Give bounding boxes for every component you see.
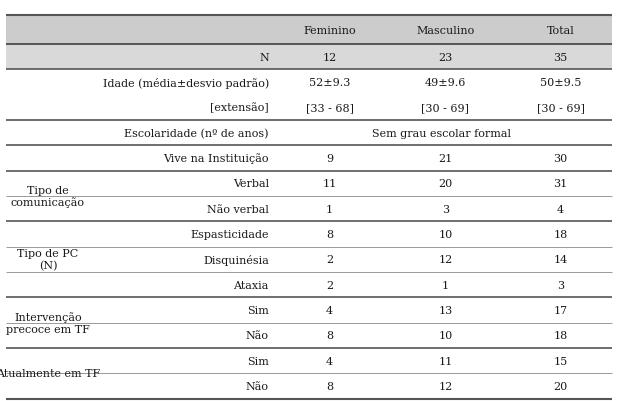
Text: 2: 2 bbox=[326, 255, 333, 265]
Text: 23: 23 bbox=[438, 53, 452, 63]
Text: Atualmente em TF: Atualmente em TF bbox=[0, 369, 100, 378]
Text: Masculino: Masculino bbox=[416, 26, 475, 35]
Text: Sim: Sim bbox=[247, 356, 269, 366]
Text: Total: Total bbox=[547, 26, 574, 35]
Text: Ataxia: Ataxia bbox=[234, 280, 269, 290]
Text: Idade (média±desvio padrão): Idade (média±desvio padrão) bbox=[103, 77, 269, 88]
Text: [30 - 69]: [30 - 69] bbox=[421, 103, 469, 113]
Text: N: N bbox=[259, 53, 269, 63]
Text: 12: 12 bbox=[438, 381, 452, 391]
Bar bbox=[6, 45, 612, 70]
Text: 8: 8 bbox=[326, 229, 333, 239]
Text: Tipo de
comunicação: Tipo de comunicação bbox=[11, 185, 85, 208]
Text: 9: 9 bbox=[326, 154, 333, 164]
Text: 20: 20 bbox=[438, 179, 452, 189]
Text: 35: 35 bbox=[553, 53, 568, 63]
Text: 49±9.6: 49±9.6 bbox=[425, 78, 466, 88]
Text: 4: 4 bbox=[326, 356, 333, 366]
Text: 21: 21 bbox=[438, 154, 452, 164]
Text: 31: 31 bbox=[553, 179, 568, 189]
Text: Escolaridade (nº de anos): Escolaridade (nº de anos) bbox=[124, 128, 269, 138]
Text: Sim: Sim bbox=[247, 305, 269, 315]
Text: Não: Não bbox=[246, 381, 269, 391]
Text: [30 - 69]: [30 - 69] bbox=[536, 103, 585, 113]
Text: 3: 3 bbox=[557, 280, 564, 290]
Text: 52±9.3: 52±9.3 bbox=[309, 78, 350, 88]
Text: 1: 1 bbox=[442, 280, 449, 290]
Text: Feminino: Feminino bbox=[303, 26, 356, 35]
Text: Não: Não bbox=[246, 330, 269, 340]
Bar bbox=[6, 16, 612, 45]
Text: 10: 10 bbox=[438, 229, 452, 239]
Text: Espasticidade: Espasticidade bbox=[190, 229, 269, 239]
Text: [33 - 68]: [33 - 68] bbox=[306, 103, 353, 113]
Text: 10: 10 bbox=[438, 330, 452, 340]
Text: 12: 12 bbox=[323, 53, 337, 63]
Text: Intervenção
precoce em TF: Intervenção precoce em TF bbox=[6, 312, 90, 334]
Text: 20: 20 bbox=[553, 381, 568, 391]
Text: 8: 8 bbox=[326, 381, 333, 391]
Text: 30: 30 bbox=[553, 154, 568, 164]
Text: 8: 8 bbox=[326, 330, 333, 340]
Text: 3: 3 bbox=[442, 204, 449, 214]
Text: Sem grau escolar formal: Sem grau escolar formal bbox=[373, 128, 511, 138]
Text: [extensão]: [extensão] bbox=[210, 103, 269, 113]
Text: 12: 12 bbox=[438, 255, 452, 265]
Text: 13: 13 bbox=[438, 305, 452, 315]
Text: Não verbal: Não verbal bbox=[207, 204, 269, 214]
Text: 50±9.5: 50±9.5 bbox=[540, 78, 581, 88]
Text: Vive na Instituição: Vive na Instituição bbox=[163, 153, 269, 164]
Text: 15: 15 bbox=[553, 356, 568, 366]
Text: 4: 4 bbox=[326, 305, 333, 315]
Text: 18: 18 bbox=[553, 330, 568, 340]
Text: Verbal: Verbal bbox=[233, 179, 269, 189]
Text: 2: 2 bbox=[326, 280, 333, 290]
Text: Disquinésia: Disquinésia bbox=[203, 254, 269, 265]
Text: 14: 14 bbox=[553, 255, 568, 265]
Text: Tipo de PC
(N): Tipo de PC (N) bbox=[17, 249, 78, 271]
Text: 18: 18 bbox=[553, 229, 568, 239]
Text: 11: 11 bbox=[438, 356, 452, 366]
Text: 1: 1 bbox=[326, 204, 333, 214]
Text: 17: 17 bbox=[554, 305, 567, 315]
Text: 4: 4 bbox=[557, 204, 564, 214]
Text: 11: 11 bbox=[323, 179, 337, 189]
